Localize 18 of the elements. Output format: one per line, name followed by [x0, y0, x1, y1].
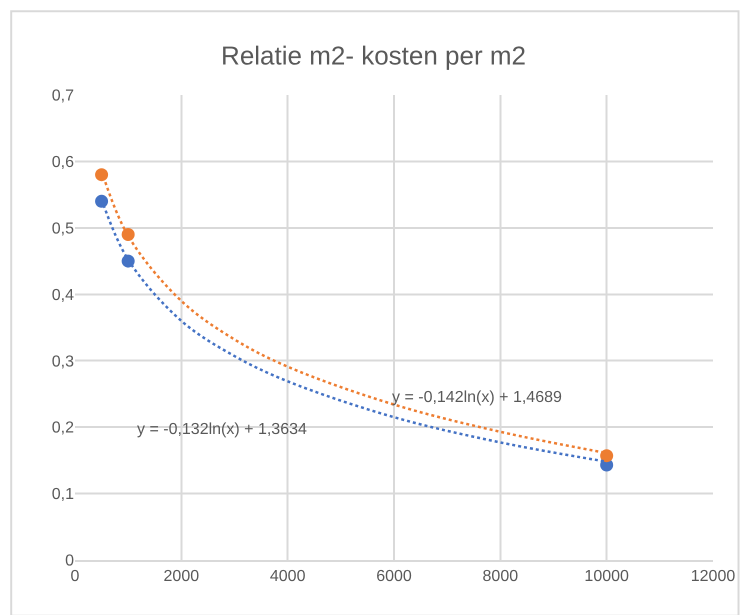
- annotation: y = -0,132ln(x) + 1,3634: [137, 421, 307, 438]
- y-tick-label: 0,3: [52, 353, 74, 370]
- point: [600, 449, 614, 462]
- x-tick-label: 10000: [584, 568, 630, 586]
- y-tick-label: 0,7: [52, 88, 74, 105]
- y-tick-label: 0,5: [52, 220, 74, 238]
- y-tick-label: 0: [65, 552, 74, 570]
- x-tick-label: 12000: [690, 568, 736, 586]
- x-tick-label: 2000: [164, 568, 200, 586]
- x-tick-label: 8000: [482, 568, 518, 586]
- annotation: y = -0,142ln(x) + 1,4689: [392, 389, 562, 406]
- y-tick-label: 0,6: [52, 154, 74, 172]
- x-tick-label: 6000: [376, 568, 412, 586]
- y-tick-label: 0,2: [52, 420, 74, 437]
- y-tick-label: 0,1: [52, 486, 74, 504]
- y-tick-label: 0,4: [52, 286, 74, 304]
- x-tick-label: 4000: [270, 568, 306, 586]
- chart-title: Relatie m2- kosten per m2: [221, 40, 526, 70]
